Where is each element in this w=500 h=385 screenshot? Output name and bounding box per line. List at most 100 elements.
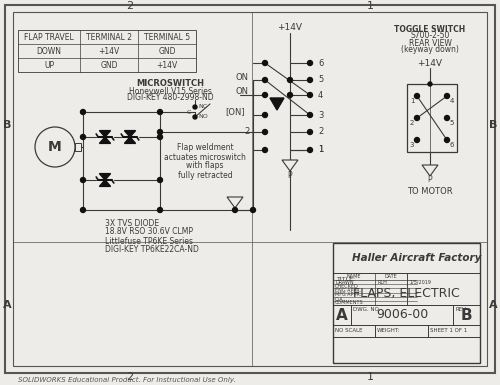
Text: Littlefuse TP6KE Series: Littlefuse TP6KE Series xyxy=(105,236,193,246)
Bar xyxy=(18,30,196,72)
Text: GND: GND xyxy=(100,60,118,70)
Text: NO: NO xyxy=(198,114,208,119)
Circle shape xyxy=(308,77,312,82)
Circle shape xyxy=(193,115,197,119)
Text: Haller Aircraft Factory: Haller Aircraft Factory xyxy=(352,253,481,263)
Circle shape xyxy=(193,105,197,109)
Circle shape xyxy=(414,116,420,121)
Circle shape xyxy=(288,77,292,82)
Circle shape xyxy=(158,109,162,114)
Text: P: P xyxy=(428,176,432,184)
Text: TITLE:: TITLE: xyxy=(337,277,356,282)
Text: A: A xyxy=(336,308,348,323)
Polygon shape xyxy=(282,160,298,171)
Circle shape xyxy=(158,177,162,182)
Text: 3X TVS DIODE: 3X TVS DIODE xyxy=(105,219,159,228)
Text: TOGGLE SWITCH: TOGGLE SWITCH xyxy=(394,25,466,33)
Text: 1/5/2019: 1/5/2019 xyxy=(409,280,431,285)
Bar xyxy=(407,84,457,152)
Polygon shape xyxy=(100,174,110,180)
Text: NAME: NAME xyxy=(347,274,361,279)
Text: SOLIDWORKS Educational Product. For Instructional Use Only.: SOLIDWORKS Educational Product. For Inst… xyxy=(18,377,236,383)
Text: B: B xyxy=(489,120,497,130)
Text: 2: 2 xyxy=(244,127,250,137)
Text: 1: 1 xyxy=(366,1,374,11)
Circle shape xyxy=(262,60,268,65)
Circle shape xyxy=(262,147,268,152)
Text: +14V: +14V xyxy=(156,60,178,70)
Text: DRAWN: DRAWN xyxy=(335,280,353,285)
Text: 2: 2 xyxy=(126,1,134,11)
Polygon shape xyxy=(422,165,438,176)
Text: S700-2-50: S700-2-50 xyxy=(410,32,450,40)
Text: COMMENTS: COMMENTS xyxy=(335,300,364,305)
Text: TO MOTOR: TO MOTOR xyxy=(407,187,453,196)
Text: REAR VIEW: REAR VIEW xyxy=(408,38,452,47)
Text: 18.8V RSO 30.6V CLMP: 18.8V RSO 30.6V CLMP xyxy=(105,228,193,236)
Circle shape xyxy=(308,112,312,117)
Text: ON: ON xyxy=(235,72,248,82)
Text: NC: NC xyxy=(198,104,207,109)
Circle shape xyxy=(444,137,450,142)
Circle shape xyxy=(308,147,312,152)
Text: 1: 1 xyxy=(366,372,374,382)
Text: DWG. NO.: DWG. NO. xyxy=(353,307,380,312)
Circle shape xyxy=(444,94,450,99)
Text: UP: UP xyxy=(44,60,54,70)
Text: 2: 2 xyxy=(410,120,414,126)
Text: 2: 2 xyxy=(318,127,323,137)
Circle shape xyxy=(80,208,86,213)
Circle shape xyxy=(308,60,312,65)
Text: NO SCALE: NO SCALE xyxy=(335,328,362,333)
Text: FLAP TRAVEL: FLAP TRAVEL xyxy=(24,32,74,42)
Text: FLAPS, ELECTRIC: FLAPS, ELECTRIC xyxy=(353,286,460,300)
Text: ON: ON xyxy=(235,87,248,97)
Circle shape xyxy=(262,129,268,134)
Text: GND: GND xyxy=(158,47,176,55)
Text: 2: 2 xyxy=(126,372,134,382)
Text: 9006-00: 9006-00 xyxy=(376,308,428,321)
Circle shape xyxy=(262,92,268,97)
Circle shape xyxy=(80,134,86,139)
Circle shape xyxy=(428,82,432,86)
Text: [ON]: [ON] xyxy=(226,107,245,117)
Text: with flaps: with flaps xyxy=(186,161,224,171)
Text: 6: 6 xyxy=(450,142,454,148)
Text: SHEET 1 OF 1: SHEET 1 OF 1 xyxy=(430,328,467,333)
Text: MFG APPR.: MFG APPR. xyxy=(335,292,361,297)
Circle shape xyxy=(158,129,162,134)
Text: 1: 1 xyxy=(318,146,323,154)
Text: MICROSWITCH: MICROSWITCH xyxy=(136,79,204,87)
Circle shape xyxy=(80,109,86,114)
Text: Flap weldment: Flap weldment xyxy=(176,144,234,152)
Text: 3: 3 xyxy=(318,110,324,119)
Text: B: B xyxy=(460,308,472,323)
Text: RLH: RLH xyxy=(378,280,388,285)
Text: DIGI-KEY 480-2998-ND: DIGI-KEY 480-2998-ND xyxy=(126,94,214,102)
Circle shape xyxy=(232,208,237,213)
Polygon shape xyxy=(124,131,136,137)
Text: Honeywell V15 Series: Honeywell V15 Series xyxy=(128,87,212,95)
Circle shape xyxy=(262,112,268,117)
Text: P: P xyxy=(288,171,292,179)
Circle shape xyxy=(308,129,312,134)
Circle shape xyxy=(308,92,312,97)
Text: (keyway down): (keyway down) xyxy=(401,45,459,55)
Polygon shape xyxy=(100,137,110,143)
Circle shape xyxy=(35,127,75,167)
Text: TERMINAL 5: TERMINAL 5 xyxy=(144,32,190,42)
Text: C: C xyxy=(186,109,191,114)
Polygon shape xyxy=(270,98,284,110)
Bar xyxy=(75,143,81,151)
Text: 1: 1 xyxy=(318,146,323,154)
Circle shape xyxy=(250,208,256,213)
Polygon shape xyxy=(100,131,110,137)
Polygon shape xyxy=(100,180,110,186)
Bar xyxy=(333,243,480,363)
Text: 6: 6 xyxy=(318,59,324,67)
Text: fully retracted: fully retracted xyxy=(178,171,233,179)
Polygon shape xyxy=(227,197,243,208)
Text: +14V: +14V xyxy=(278,23,302,32)
Circle shape xyxy=(262,77,268,82)
Circle shape xyxy=(414,137,420,142)
